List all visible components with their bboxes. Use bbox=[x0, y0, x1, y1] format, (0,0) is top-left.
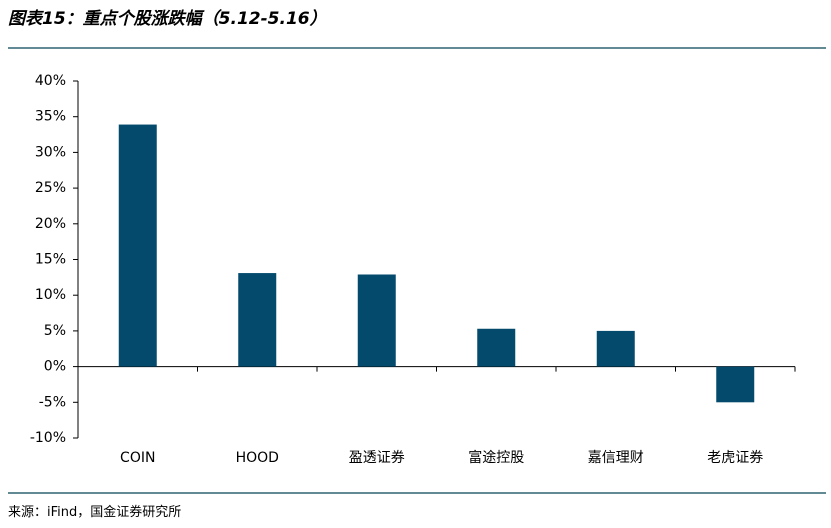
y-tick-label: 5% bbox=[44, 323, 66, 339]
bar bbox=[357, 274, 396, 367]
source: 来源：iFind，国金证券研究所 bbox=[8, 504, 181, 520]
x-tick-label: 盈透证券 bbox=[349, 450, 405, 466]
x-tick-label: 嘉信理财 bbox=[588, 450, 644, 466]
y-tick-label: -5% bbox=[39, 394, 66, 410]
y-tick-label: 20% bbox=[35, 216, 66, 232]
bar bbox=[118, 124, 157, 367]
bar bbox=[238, 273, 277, 367]
bar bbox=[716, 366, 755, 403]
x-tick-label: 老虎证券 bbox=[707, 450, 763, 466]
y-tick-label: 35% bbox=[35, 109, 66, 125]
bar bbox=[596, 330, 635, 367]
y-tick-label: 15% bbox=[35, 252, 66, 268]
y-tick-label: 0% bbox=[44, 359, 66, 375]
x-tick-label: HOOD bbox=[236, 450, 279, 466]
y-tick-label: -10% bbox=[30, 430, 66, 446]
y-tick-label: 40% bbox=[35, 73, 66, 89]
y-tick-label: 25% bbox=[35, 180, 66, 196]
y-tick-label: 10% bbox=[35, 287, 66, 303]
x-tick-label: 富途控股 bbox=[468, 449, 524, 466]
y-tick-label: 30% bbox=[35, 144, 66, 160]
chart-title: 图表15：重点个股涨跌幅（5.12-5.16） bbox=[8, 9, 327, 29]
bar bbox=[477, 328, 516, 367]
x-tick-label: COIN bbox=[120, 450, 155, 466]
